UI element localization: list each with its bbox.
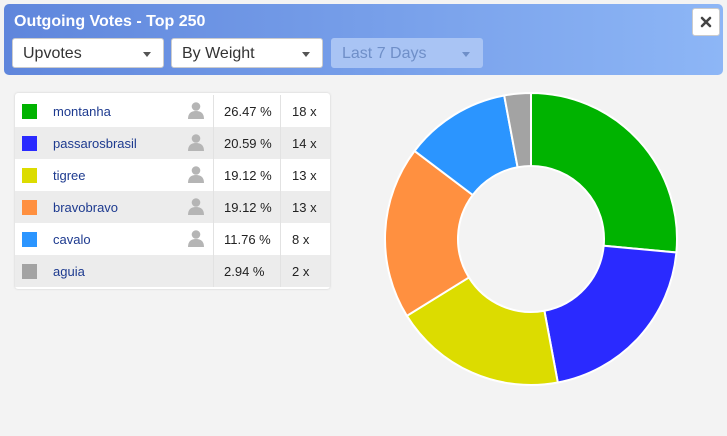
color-swatch [22,168,37,183]
close-button[interactable] [692,8,720,36]
user-icon-wrap [187,133,205,154]
color-swatch [22,232,37,247]
percent: 11.76 % [213,223,281,255]
user-name[interactable]: bravobravo [53,200,119,215]
user-icon [188,134,204,151]
count: 18 x [292,104,317,119]
title: Outgoing Votes - Top 250 [14,13,206,30]
table-row: passarosbrasil 20.59 % 14 x [15,127,330,159]
percent: 26.47 % [213,95,281,127]
table-row: montanha 26.47 % 18 x [15,95,330,127]
count: 2 x [292,264,310,279]
dropdown-label: Upvotes [23,45,82,62]
count: 8 x [292,232,310,247]
close-icon [700,16,712,28]
dropdown[interactable]: Upvotes [12,38,164,68]
donut-slice [503,91,532,169]
percent: 2.94 % [213,255,281,287]
table-row: bravobravo 19.12 % 13 x [15,191,330,223]
user-name[interactable]: cavalo [53,232,91,247]
user-icon [188,230,204,247]
donut-slice [405,276,559,386]
donut-slice [384,149,475,318]
donut-slice [530,91,678,254]
color-swatch [22,136,37,151]
header: Outgoing Votes - Top 250 Upvotes By Weig… [4,4,723,75]
table-row: cavalo 11.76 % 8 x [15,223,330,255]
donut-slice [413,94,519,197]
color-swatch [22,200,37,215]
percent: 19.12 % [213,191,281,223]
count: 13 x [292,168,317,183]
user-name[interactable]: montanha [53,104,111,119]
percent: 20.59 % [213,127,281,159]
user-icon [188,102,204,119]
donut-slice [543,244,678,384]
legend-table: montanha 26.47 % 18 x passarosbrasil 20.59 %… [15,93,330,289]
count: 14 x [292,136,317,151]
caret [462,52,470,57]
user-icon-wrap [187,165,205,186]
user-name[interactable]: tigree [53,168,86,183]
dropdown-label: Last 7 Days [342,45,427,62]
user-icon-wrap [187,101,205,122]
user-icon-wrap [187,197,205,218]
user-icon [188,166,204,183]
count: 13 x [292,200,317,215]
user-name[interactable]: passarosbrasil [53,136,137,151]
percent: 19.12 % [213,159,281,191]
user-icon-wrap [187,229,205,250]
table-row: tigree 19.12 % 13 x [15,159,330,191]
caret [302,52,310,57]
color-swatch [22,104,37,119]
dropdown[interactable]: By Weight [171,38,323,68]
user-name[interactable]: aguia [53,264,85,279]
dropdown-label: By Weight [182,45,255,62]
caret [143,52,151,57]
table-row: aguia 2.94 % 2 x [15,255,330,287]
dropdown: Last 7 Days [331,38,483,68]
user-icon [188,198,204,215]
color-swatch [22,264,37,279]
